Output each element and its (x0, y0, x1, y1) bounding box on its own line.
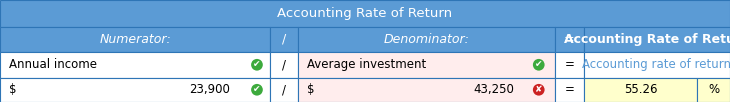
Bar (584, 27, 730, 52)
Text: $: $ (9, 83, 16, 96)
Text: 43,250: 43,250 (474, 83, 515, 96)
Text: $: $ (307, 83, 314, 96)
Bar (584, 52, 730, 78)
Bar (0, 52, 270, 78)
Text: Average investment: Average investment (307, 58, 426, 71)
Text: Accounting rate of return: Accounting rate of return (583, 58, 730, 71)
Bar (270, 78, 298, 102)
Text: ✔: ✔ (253, 60, 261, 69)
Text: /: / (282, 83, 286, 96)
Text: Accounting Rate of Return: Accounting Rate of Return (277, 7, 453, 20)
Bar (555, 27, 584, 52)
Text: Annual income: Annual income (9, 58, 97, 71)
Bar (298, 27, 555, 52)
Bar (0, 0, 730, 27)
Text: 55.26: 55.26 (624, 83, 657, 96)
Text: =: = (564, 58, 575, 71)
Bar (270, 52, 298, 78)
Bar (697, 78, 730, 102)
Text: 23,900: 23,900 (189, 83, 230, 96)
Text: ✘: ✘ (535, 85, 542, 94)
Bar (270, 27, 298, 52)
Text: =: = (564, 33, 575, 46)
Text: Accounting Rate of Return: Accounting Rate of Return (564, 33, 730, 46)
Text: ✔: ✔ (253, 85, 261, 94)
Bar (555, 78, 584, 102)
Text: ✔: ✔ (535, 60, 542, 69)
Bar (584, 78, 697, 102)
Text: /: / (282, 33, 286, 46)
Text: Numerator:: Numerator: (99, 33, 171, 46)
Bar (298, 78, 555, 102)
Text: %: % (708, 83, 719, 96)
Bar (298, 52, 555, 78)
Text: =: = (564, 83, 575, 96)
Bar (0, 78, 270, 102)
Bar (555, 52, 584, 78)
Text: /: / (282, 58, 286, 71)
Text: Denominator:: Denominator: (383, 33, 469, 46)
Bar (0, 27, 270, 52)
